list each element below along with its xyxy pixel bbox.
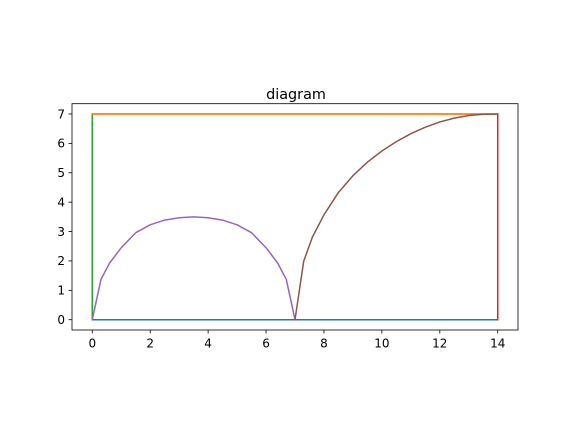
- chart-title: diagram: [266, 87, 326, 103]
- x-axis: 0 2 4 6 8 10 12 14: [88, 330, 505, 351]
- y-tick-label: 0: [57, 313, 65, 327]
- series-line-5: [91, 216, 296, 321]
- series-layer: [91, 113, 499, 321]
- x-tick-label: 12: [432, 337, 447, 351]
- y-tick-label: 7: [57, 107, 65, 121]
- x-tick-label: 2: [146, 337, 154, 351]
- y-tick-label: 1: [57, 284, 65, 298]
- y-tick-label: 3: [57, 225, 65, 239]
- x-tick-label: 6: [262, 337, 270, 351]
- y-axis: 0 1 2 3 4 5 6 7: [57, 107, 72, 327]
- x-tick-label: 14: [490, 337, 505, 351]
- y-tick-label: 6: [57, 137, 65, 151]
- x-tick-label: 4: [204, 337, 212, 351]
- y-tick-label: 2: [57, 254, 65, 268]
- axes-frame: [71, 103, 519, 331]
- y-tick-label: 5: [57, 166, 65, 180]
- x-tick-label: 8: [320, 337, 328, 351]
- series-line-7: [294, 113, 499, 321]
- x-tick-label: 10: [374, 337, 389, 351]
- y-tick-label: 4: [57, 195, 65, 209]
- x-tick-label: 0: [88, 337, 96, 351]
